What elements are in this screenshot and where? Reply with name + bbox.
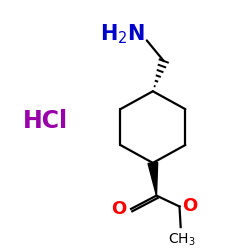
Text: HCl: HCl — [22, 109, 68, 133]
Text: O: O — [112, 200, 127, 218]
Text: H$_2$N: H$_2$N — [100, 22, 146, 46]
Text: CH$_3$: CH$_3$ — [168, 232, 196, 248]
Text: O: O — [182, 196, 198, 214]
Polygon shape — [148, 162, 158, 196]
